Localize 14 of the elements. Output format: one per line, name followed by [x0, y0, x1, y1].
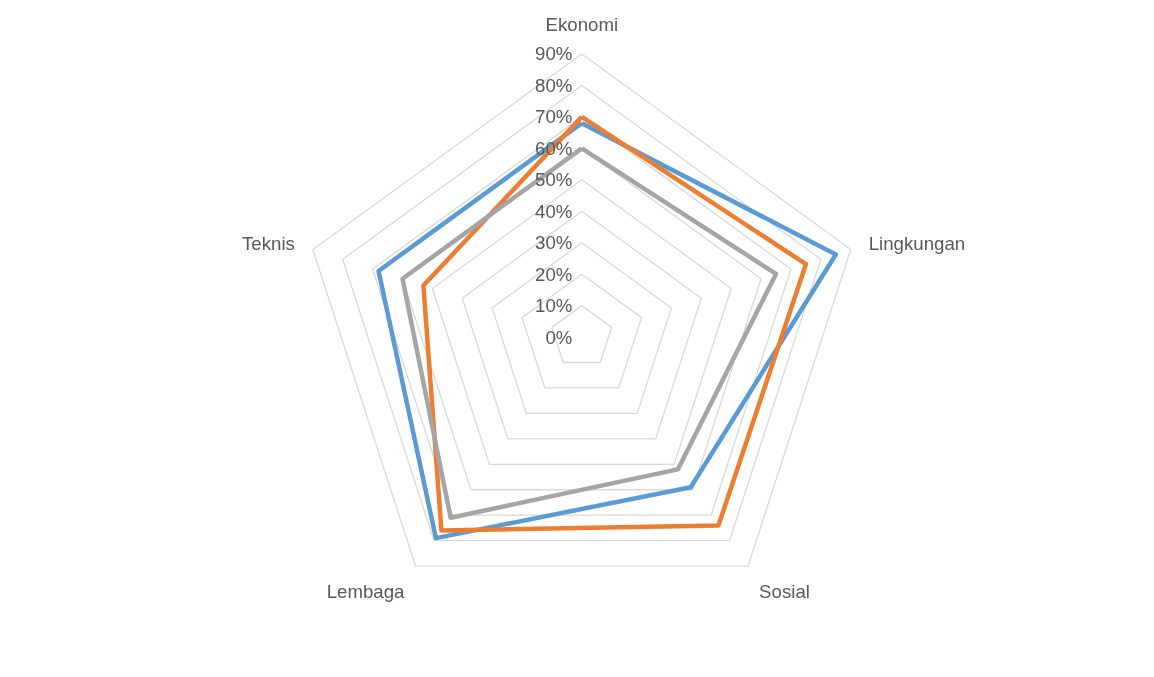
y-tick-label: 70% [535, 106, 573, 128]
y-tick-label: 0% [545, 326, 573, 348]
y-tick-label: 90% [535, 43, 573, 65]
spoke-label: Lingkungan [868, 233, 966, 255]
spoke-label: Teknis [242, 233, 295, 255]
spoke-label: Sosial [759, 581, 810, 603]
spoke-label: Ekonomi [545, 14, 619, 36]
y-tick-label: 40% [535, 200, 573, 222]
y-tick-label: 30% [535, 232, 573, 254]
y-tick-label: 10% [535, 295, 573, 317]
y-tick-label: 20% [535, 263, 573, 285]
spoke-label: Lembaga [326, 581, 406, 603]
y-tick-label: 50% [535, 169, 573, 191]
y-tick-label: 80% [535, 74, 573, 96]
